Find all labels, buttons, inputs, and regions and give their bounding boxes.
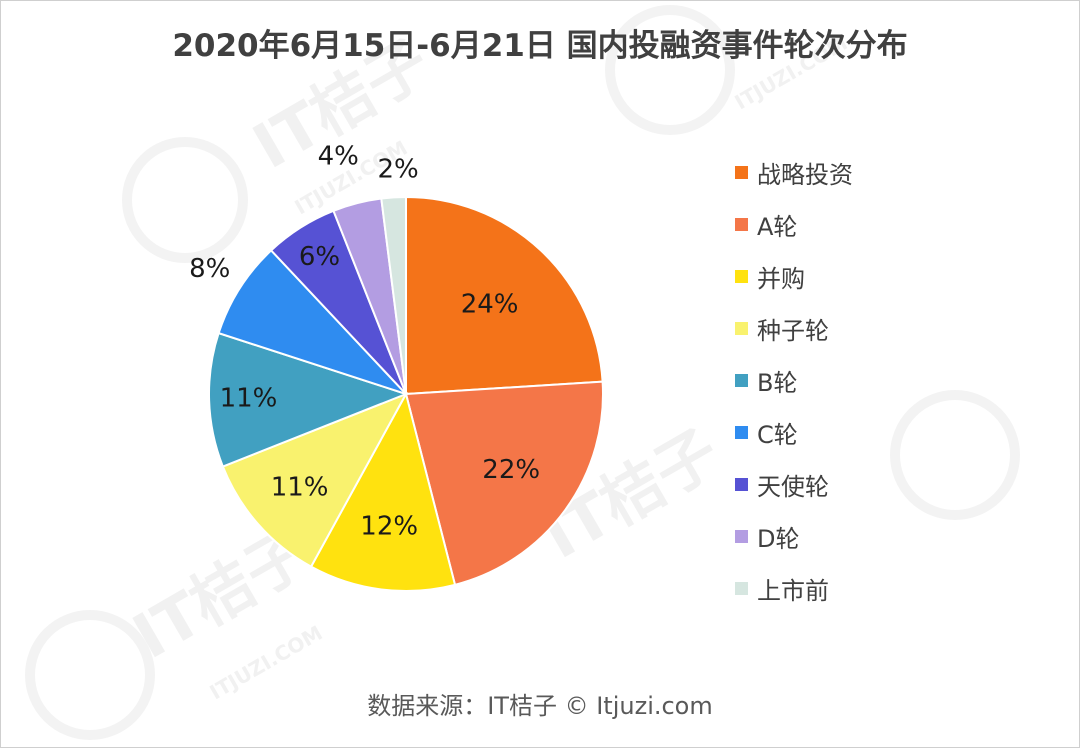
data-label-9: 2% — [378, 154, 419, 184]
legend-label: B轮 — [757, 368, 798, 397]
legend-item-8: D轮 — [735, 510, 853, 562]
legend-item-9: 上市前 — [735, 562, 853, 614]
chart-legend: 战略投资 A轮并购种子轮 B轮 C轮天使轮 D轮上市前 — [735, 146, 853, 614]
legend-item-3: 并购 — [735, 250, 853, 302]
legend-swatch — [735, 581, 748, 595]
legend-label: 战略投资 — [757, 160, 853, 189]
data-label-2: 22% — [482, 455, 540, 485]
legend-swatch — [735, 321, 748, 335]
data-label-8: 4% — [318, 142, 359, 172]
data-source: 数据来源：IT桔子 © Itjuzi.com — [367, 692, 713, 720]
pie-slice-2 — [404, 380, 604, 587]
data-label-1: 24% — [461, 289, 519, 319]
data-label-6: 8% — [189, 254, 230, 284]
legend-item-5: B轮 — [735, 354, 853, 406]
data-label-5: 11% — [220, 383, 278, 413]
legend-swatch — [735, 373, 748, 387]
legend-swatch — [735, 529, 748, 543]
pie-slice-5 — [208, 331, 409, 468]
pie-slice-9 — [380, 195, 407, 395]
legend-label: D轮 — [757, 524, 800, 553]
legend-label: C轮 — [757, 420, 798, 449]
data-label-3: 12% — [360, 511, 418, 541]
legend-label: 天使轮 — [757, 472, 829, 501]
legend-item-7: 天使轮 — [735, 458, 853, 510]
pie-slice-1 — [405, 195, 604, 396]
legend-label: 并购 — [757, 264, 805, 293]
legend-item-2: A轮 — [735, 198, 853, 250]
legend-label: A轮 — [757, 212, 798, 241]
legend-swatch — [735, 425, 748, 439]
pie-slice-3 — [309, 391, 457, 592]
legend-item-6: C轮 — [735, 406, 853, 458]
data-label-7: 6% — [299, 242, 340, 272]
legend-label: 种子轮 — [757, 316, 829, 345]
legend-swatch — [735, 217, 748, 231]
legend-item-1: 战略投资 — [735, 146, 853, 198]
data-label-4: 11% — [271, 472, 329, 502]
legend-swatch — [735, 269, 748, 283]
chart-title: 2020年6月15日-6月21日 国内投融资事件轮次分布 — [172, 28, 908, 64]
legend-swatch — [735, 165, 748, 179]
legend-swatch — [735, 477, 748, 491]
pie-slice-6 — [217, 248, 407, 395]
pie-slice-4 — [221, 392, 409, 568]
legend-item-4: 种子轮 — [735, 302, 853, 354]
legend-label: 上市前 — [757, 576, 829, 605]
